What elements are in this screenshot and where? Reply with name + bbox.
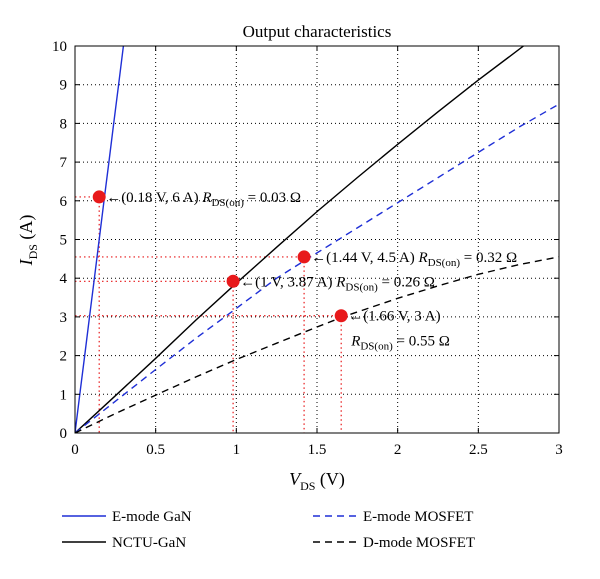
y-axis-label-sub: DS xyxy=(26,244,40,259)
y-tick-label: 2 xyxy=(60,349,68,365)
operating-point xyxy=(92,190,106,204)
x-axis-label-sub: DS xyxy=(300,479,315,493)
annotations: ←(0.18 V, 6 A) RDS(on) = 0.03 Ω←(1 V, 3.… xyxy=(106,190,517,353)
annotation-4: ←(1.66 V, 3 A) xyxy=(348,309,440,325)
operating-point xyxy=(297,250,311,264)
x-axis-label-main: V xyxy=(289,469,302,489)
rds-subscript: DS(on) xyxy=(211,197,244,209)
reference-guides xyxy=(75,196,342,433)
rds-symbol: R xyxy=(335,274,345,290)
rds-subscript: DS(on) xyxy=(345,281,378,293)
y-tick-label: 8 xyxy=(60,116,68,132)
x-tick-label: 0 xyxy=(71,442,79,458)
y-tick-label: 1 xyxy=(60,387,68,403)
x-tick-label: 3 xyxy=(555,442,563,458)
rds-symbol: R xyxy=(350,334,360,350)
annotation-2: ←(1 V, 3.87 A) RDS(on) = 0.26 Ω xyxy=(240,274,435,293)
series-line-d-mode-mosfet xyxy=(75,256,559,433)
y-tick-label: 3 xyxy=(60,310,68,326)
x-tick-label: 1.5 xyxy=(308,442,327,458)
operating-point xyxy=(334,309,348,323)
rds-value: = 0.32 Ω xyxy=(460,250,517,266)
legend-label: NCTU-GaN xyxy=(112,535,186,551)
y-tick-label: 0 xyxy=(60,426,68,442)
x-tick-label: 2 xyxy=(394,442,402,458)
x-axis-label: VDS (V) xyxy=(289,469,345,493)
rds-value: = 0.03 Ω xyxy=(244,190,301,206)
chart-title: Output characteristics xyxy=(243,22,392,41)
annotation-point: ←(1.66 V, 3 A) xyxy=(348,309,440,325)
rds-value: = 0.55 Ω xyxy=(393,334,450,350)
y-tick-label: 4 xyxy=(60,271,68,287)
rds-subscript: DS(on) xyxy=(428,257,461,269)
legend: E-mode GaN E-mode MOSFET NCTU-GaN D-mode MO… xyxy=(62,509,475,551)
annotation-point: ←(1 V, 3.87 A) xyxy=(240,274,336,290)
legend-label: E-mode GaN xyxy=(112,509,192,525)
x-tick-label: 1 xyxy=(233,442,241,458)
rds-value: = 0.26 Ω xyxy=(378,274,435,290)
annotation-point: ←(1.44 V, 4.5 A) xyxy=(311,250,418,266)
annotation-point: ←(0.18 V, 6 A) xyxy=(106,190,202,206)
y-tick-label: 10 xyxy=(52,39,67,55)
operating-point xyxy=(226,274,240,288)
legend-label: D-mode MOSFET xyxy=(363,535,475,551)
legend-label: E-mode MOSFET xyxy=(363,509,473,525)
annotation-1: ←(0.18 V, 6 A) RDS(on) = 0.03 Ω xyxy=(106,190,301,209)
y-tick-label: 6 xyxy=(60,194,68,210)
x-tick-label: 2.5 xyxy=(469,442,488,458)
grid xyxy=(75,46,559,433)
y-axis-label-unit: (A) xyxy=(16,215,37,245)
y-tick-label: 7 xyxy=(60,155,68,171)
y-tick-label: 5 xyxy=(60,233,68,249)
y-axis-label-main: I xyxy=(16,258,36,266)
y-tick-label: 9 xyxy=(60,78,68,94)
annotation-4-rds: RDS(on) = 0.55 Ω xyxy=(350,334,450,353)
series-line-e-mode-mosfet xyxy=(75,103,559,433)
annotation-3: ←(1.44 V, 4.5 A) RDS(on) = 0.32 Ω xyxy=(311,250,517,269)
rds-subscript: DS(on) xyxy=(360,341,393,353)
operating-points xyxy=(92,190,348,323)
x-tick-label: 0.5 xyxy=(146,442,165,458)
y-axis-label: IDS (A) xyxy=(16,215,40,267)
series-line-e-mode-gan xyxy=(75,46,125,433)
rds-symbol: R xyxy=(417,250,427,266)
x-axis-label-unit: (V) xyxy=(315,469,345,490)
rds-symbol: R xyxy=(201,190,211,206)
axis-ticks: 0 0.5 1 1.5 2 2.5 3 0 1 2 3 4 5 6 7 8 9 10 xyxy=(52,39,563,458)
series-line-nctu-gan xyxy=(75,46,524,433)
